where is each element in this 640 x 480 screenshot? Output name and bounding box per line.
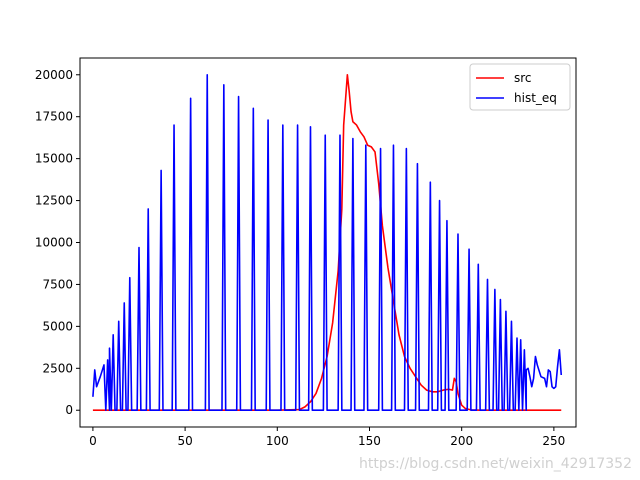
y-tick-label: 15000 bbox=[35, 152, 73, 166]
y-tick-label: 7500 bbox=[42, 277, 73, 291]
y-tick-label: 0 bbox=[65, 403, 73, 417]
series-line-hist_eq bbox=[92, 73, 563, 412]
series-line-src bbox=[92, 73, 562, 412]
y-tick-label: 10000 bbox=[35, 236, 73, 250]
x-tick-label: 100 bbox=[266, 434, 289, 448]
y-tick-label: 20000 bbox=[35, 68, 73, 82]
legend: src hist_eq bbox=[469, 63, 571, 111]
x-tick-label: 200 bbox=[450, 434, 473, 448]
legend-label-hist_eq: hist_eq bbox=[514, 91, 557, 105]
x-axis: 0 50 100 150 200 250 bbox=[89, 427, 565, 448]
y-tick-label: 5000 bbox=[42, 319, 73, 333]
x-tick-label: 0 bbox=[89, 434, 97, 448]
x-tick-label: 50 bbox=[177, 434, 192, 448]
y-tick-label: 17500 bbox=[35, 110, 73, 124]
x-tick-label: 250 bbox=[542, 434, 565, 448]
y-tick-label: 2500 bbox=[42, 361, 73, 375]
x-tick-label: 150 bbox=[358, 434, 381, 448]
plot-area bbox=[92, 73, 563, 412]
y-tick-label: 12500 bbox=[35, 194, 73, 208]
y-axis: 0 2500 5000 7500 10000 12500 15000 17500 20000 bbox=[35, 68, 80, 417]
legend-label-src: src bbox=[514, 71, 532, 85]
watermark: https://blog.csdn.net/weixin_42917352 bbox=[358, 456, 632, 472]
